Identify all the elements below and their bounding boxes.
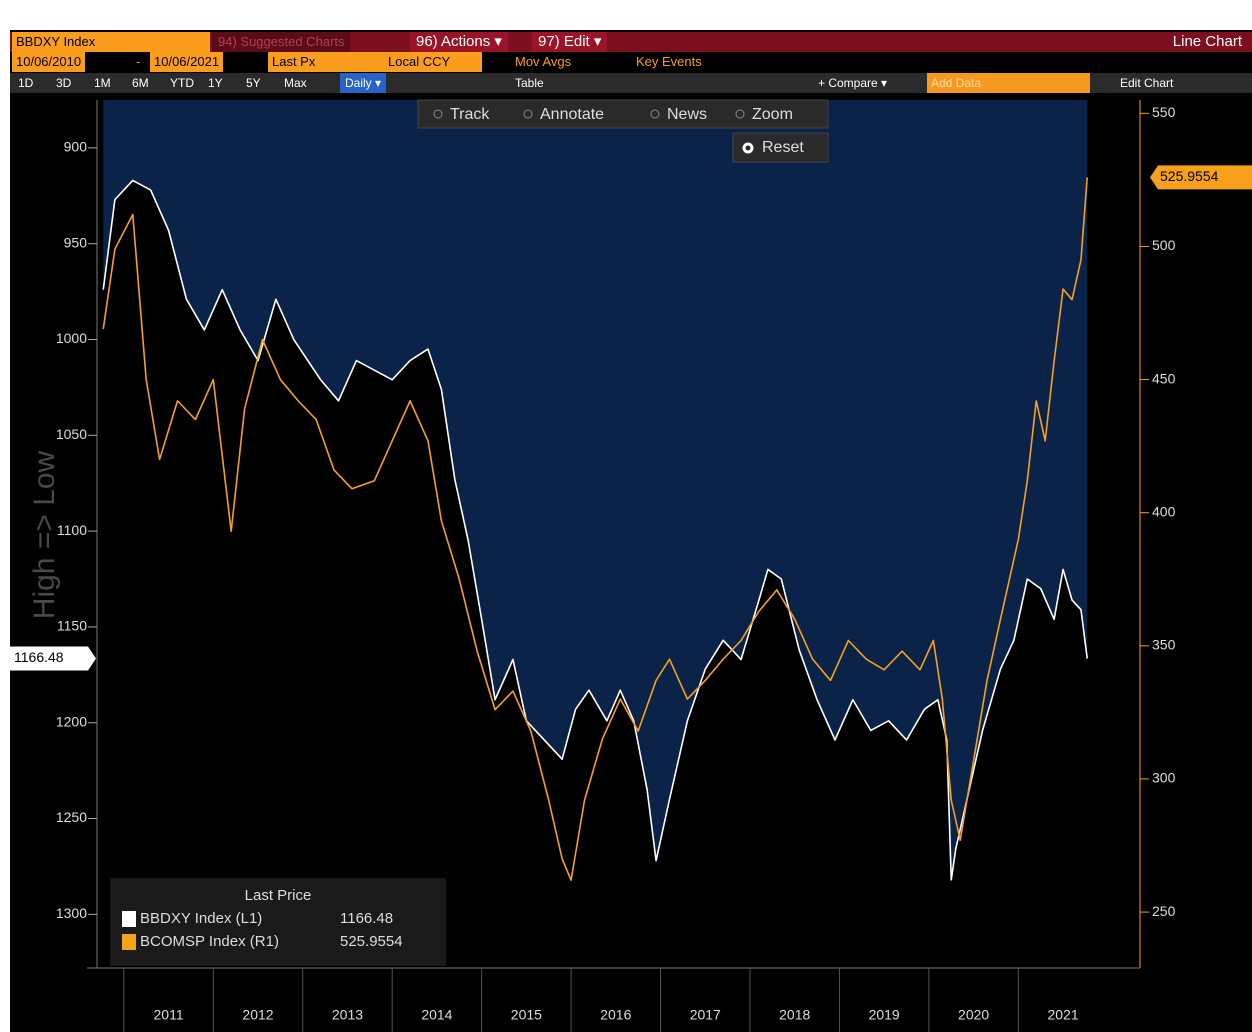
chart: High => Low 900 950 1000 1050 1100 1150 1200 125… <box>10 99 1252 1032</box>
x-tick-label: 2017 <box>690 1007 721 1023</box>
y-tick-label: 1050 <box>56 426 87 442</box>
last-value-label: 1166.48 <box>14 649 64 665</box>
end-date[interactable]: 10/06/2021 <box>150 52 224 72</box>
x-tick-label: 2021 <box>1047 1007 1078 1023</box>
y-tick-label: 1100 <box>57 522 87 538</box>
date-separator: - <box>136 54 141 69</box>
period-button[interactable]: 1M <box>94 76 111 90</box>
y2-tick-label: 500 <box>1152 237 1176 253</box>
x-tick-label: 2012 <box>242 1007 273 1023</box>
y-tick-label: 1250 <box>56 809 87 825</box>
legend-value: 1166.48 <box>340 910 393 927</box>
tool-icon <box>735 109 745 119</box>
y-tick-label: 1300 <box>56 905 87 921</box>
security-field[interactable]: BBDXY Index <box>12 32 210 52</box>
period-button[interactable]: Max <box>284 76 307 90</box>
legend-box <box>110 878 446 966</box>
period-button[interactable]: 5Y <box>246 76 261 90</box>
legend-swatch <box>122 934 136 950</box>
y2-tick-label: 400 <box>1152 503 1176 519</box>
series-line <box>102 179 1089 881</box>
x-tick-label: 2011 <box>154 1007 184 1023</box>
x-tick-label: 2020 <box>958 1007 989 1023</box>
period-button[interactable]: YTD <box>170 76 194 90</box>
field-selector[interactable]: Last Px <box>268 52 386 72</box>
y2-tick-label: 350 <box>1152 637 1176 653</box>
tool-button[interactable]: Track <box>433 106 490 123</box>
legend-value: 525.9554 <box>340 933 403 950</box>
legend-label: BCOMSP Index (R1) <box>140 933 279 950</box>
period-button[interactable]: 1D <box>18 76 34 90</box>
tool-label: News <box>667 106 707 123</box>
y-tick-label: 1150 <box>57 618 87 634</box>
tool-icon <box>433 109 443 119</box>
reset-button[interactable]: Reset <box>732 132 829 163</box>
tool-icon <box>523 109 533 119</box>
y-tick-label: 1000 <box>56 330 87 346</box>
y-tick-label: 900 <box>64 139 88 155</box>
area-fill <box>103 100 1088 880</box>
legend: Last Price BBDXY Index (L1) 1166.48 BCOMSP … <box>110 878 446 966</box>
actions-menu[interactable]: 96) Actions ▾ <box>410 32 508 52</box>
legend-label: BBDXY Index (L1) <box>140 910 262 927</box>
tool-button[interactable]: News <box>650 106 707 123</box>
tool-label: Zoom <box>752 106 793 123</box>
y-axis-label: High => Low <box>28 450 61 619</box>
start-date[interactable]: 10/06/2010 <box>12 52 86 72</box>
x-tick-label: 2016 <box>600 1007 631 1023</box>
series-line <box>102 177 1089 881</box>
x-tick-label: 2014 <box>421 1007 452 1023</box>
legend-swatch <box>122 911 136 927</box>
legend-title: Last Price <box>245 887 312 904</box>
last-value-label: 525.9554 <box>1160 168 1219 184</box>
tool-label: Annotate <box>540 106 604 123</box>
title-bar: BBDXY Index 94) Suggested Charts 96) Act… <box>10 32 1252 52</box>
reset-box <box>732 132 829 163</box>
y2-tick-label: 450 <box>1152 370 1176 386</box>
x-tick-label: 2013 <box>332 1007 363 1023</box>
compare-button[interactable]: + Compare ▾ <box>818 76 888 90</box>
period-button[interactable]: 3D <box>56 76 72 90</box>
settings-bar: 10/06/2010 - 10/06/2021 Last Px Local CC… <box>10 52 1252 72</box>
reset-label: Reset <box>762 139 804 156</box>
x-tick-label: 2018 <box>779 1007 810 1023</box>
add-data[interactable]: Add Data <box>927 73 1090 93</box>
last-value-tag <box>10 646 96 671</box>
chart-tools: Track Annotate News Zoom Reset <box>417 99 829 163</box>
y2-tick-label: 300 <box>1152 770 1176 786</box>
x-tick-label: 2019 <box>869 1007 900 1023</box>
frequency[interactable]: Daily ▾ <box>340 73 387 93</box>
tool-button[interactable]: Annotate <box>523 106 604 123</box>
tool-button[interactable]: Zoom <box>735 106 793 123</box>
table-button[interactable]: Table <box>515 76 544 90</box>
key-events[interactable]: Key Events <box>636 54 702 69</box>
edit-menu[interactable]: 97) Edit ▾ <box>532 32 608 52</box>
chart-kind: Line Chart <box>1172 33 1242 50</box>
last-value-tag <box>1150 165 1252 190</box>
period-button[interactable]: 1Y <box>208 76 223 90</box>
tool-icon <box>650 109 660 119</box>
suggested-charts[interactable]: 94) Suggested Charts <box>212 32 351 52</box>
y2-tick-label: 250 <box>1152 903 1176 919</box>
y-tick-label: 1200 <box>56 713 87 729</box>
period-button[interactable]: 6M <box>132 76 149 90</box>
y2-tick-label: 550 <box>1152 104 1176 120</box>
mov-avgs[interactable]: Mov Avgs <box>515 54 572 69</box>
tool-bar <box>417 99 829 129</box>
y-tick-label: 950 <box>64 234 88 250</box>
terminal-window: High => Low 900 950 1000 1050 1100 1150 1200 125… <box>10 30 1252 1032</box>
currency-selector[interactable]: Local CCY <box>384 52 482 72</box>
reset-icon <box>742 142 754 154</box>
tool-label: Track <box>450 106 490 123</box>
edit-chart[interactable]: Edit Chart <box>1120 76 1174 90</box>
period-bar: 1D 3D 1M 6M YTD 1Y 5Y Max Daily ▾ Table + Compa… <box>10 73 1252 93</box>
x-tick-label: 2015 <box>511 1007 542 1023</box>
